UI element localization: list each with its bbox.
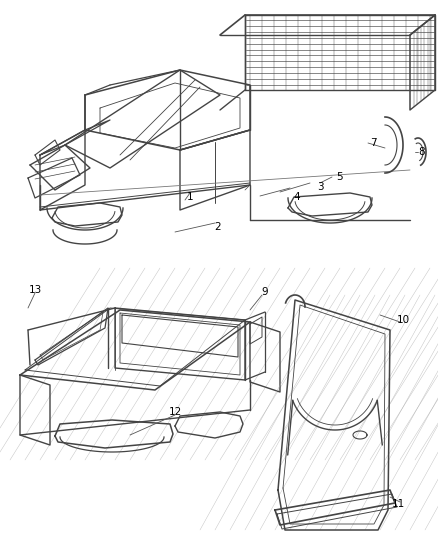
Text: 4: 4 <box>293 192 300 202</box>
Text: 13: 13 <box>28 285 42 295</box>
Text: 5: 5 <box>336 172 343 182</box>
Text: 9: 9 <box>261 287 268 297</box>
Text: 1: 1 <box>186 192 193 202</box>
Text: 10: 10 <box>396 315 409 325</box>
Text: 2: 2 <box>214 222 221 232</box>
Text: 3: 3 <box>316 182 322 192</box>
Text: 11: 11 <box>391 499 404 509</box>
Text: 12: 12 <box>168 407 181 417</box>
Text: 8: 8 <box>418 147 424 157</box>
Text: 7: 7 <box>369 138 375 148</box>
